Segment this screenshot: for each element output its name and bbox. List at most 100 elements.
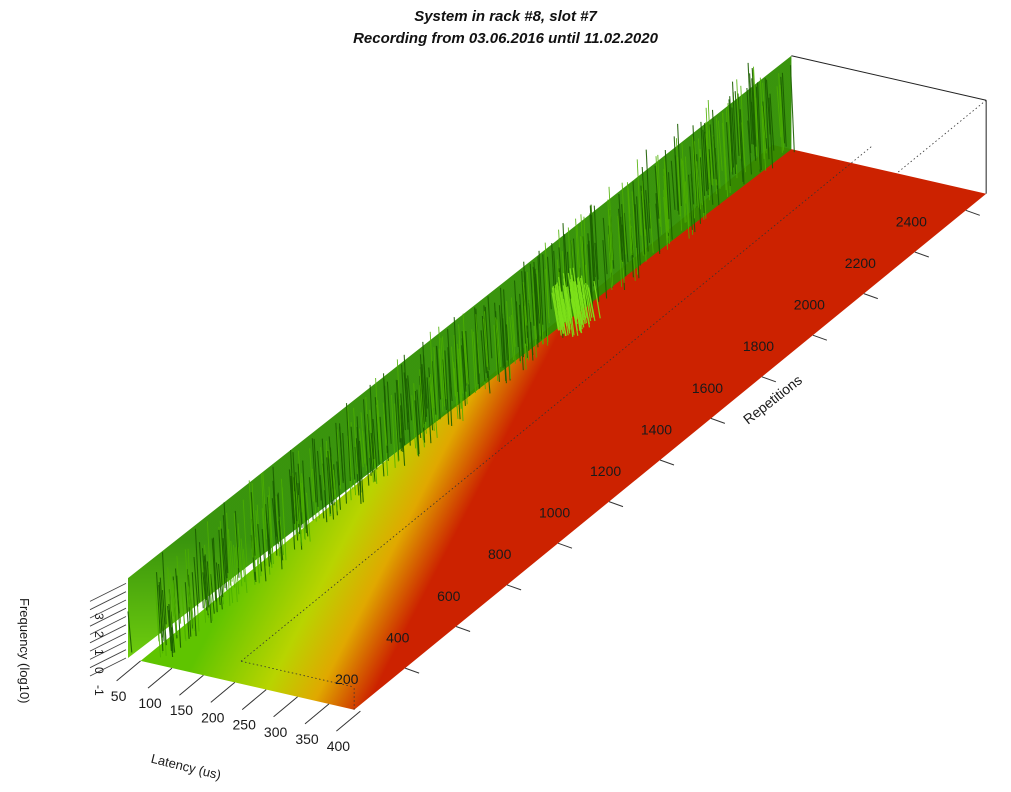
spike xyxy=(309,448,314,502)
spike xyxy=(383,414,389,476)
spike xyxy=(394,392,400,461)
spike xyxy=(401,364,406,431)
spike xyxy=(442,359,447,411)
spike xyxy=(705,133,711,201)
spike xyxy=(174,568,180,614)
spike xyxy=(297,450,303,513)
spike xyxy=(319,474,325,519)
spike xyxy=(590,214,596,278)
spike xyxy=(542,254,548,337)
spike xyxy=(292,452,298,522)
spike xyxy=(280,478,286,546)
spike xyxy=(255,510,261,583)
x-tick-label: 100 xyxy=(138,695,162,711)
z-tick-label: -1 xyxy=(92,685,106,696)
spike xyxy=(422,341,428,417)
spike xyxy=(370,432,376,482)
spike xyxy=(765,79,771,135)
spike xyxy=(572,267,581,315)
spike xyxy=(558,277,566,323)
z-tick-label: 0 xyxy=(92,667,106,674)
spike xyxy=(781,72,787,147)
spike xyxy=(396,359,402,439)
spike xyxy=(580,214,586,285)
spike xyxy=(234,510,240,578)
spike xyxy=(462,330,468,405)
spike xyxy=(335,422,341,486)
spike xyxy=(277,494,282,554)
spike xyxy=(435,345,441,420)
spike xyxy=(406,378,411,446)
spike xyxy=(362,430,367,471)
spike xyxy=(645,149,651,229)
spike xyxy=(533,261,539,327)
spike xyxy=(251,483,257,558)
y-tick xyxy=(710,417,726,424)
spike xyxy=(544,242,550,319)
spike xyxy=(749,73,754,145)
spike xyxy=(326,457,332,514)
spike xyxy=(680,158,686,223)
spike xyxy=(206,521,212,595)
spike xyxy=(193,557,199,607)
spike xyxy=(464,333,469,385)
spike xyxy=(181,596,187,642)
box-edge xyxy=(791,55,987,101)
spike xyxy=(206,561,212,623)
y-tick-label: 2000 xyxy=(794,297,825,313)
spike xyxy=(300,482,306,539)
y-tick-label: 1200 xyxy=(590,463,621,479)
y-tick-label: 600 xyxy=(437,588,461,604)
spike xyxy=(711,109,717,180)
x-tick-label: 300 xyxy=(264,724,288,740)
spike xyxy=(203,555,209,616)
spike xyxy=(422,355,428,409)
spike xyxy=(368,430,374,473)
spike xyxy=(471,329,477,393)
spike xyxy=(212,537,218,613)
spike xyxy=(487,296,493,359)
y-tick xyxy=(608,501,624,508)
spike xyxy=(636,196,641,266)
spike xyxy=(655,193,661,253)
z-tick xyxy=(89,632,127,652)
spike xyxy=(588,240,594,310)
spike xyxy=(681,160,687,223)
spike xyxy=(494,302,499,375)
spike xyxy=(576,284,585,321)
spike xyxy=(532,269,537,340)
z-tick xyxy=(89,607,127,627)
spike xyxy=(347,406,352,478)
spike xyxy=(673,136,679,211)
spike xyxy=(262,472,268,540)
spike xyxy=(511,314,516,364)
spike xyxy=(736,79,741,159)
spike xyxy=(574,281,582,333)
spike xyxy=(233,513,239,569)
spike xyxy=(562,285,571,331)
spike xyxy=(155,572,161,634)
spike xyxy=(375,377,380,450)
spike xyxy=(201,562,207,623)
spike xyxy=(426,377,432,444)
spike xyxy=(755,86,761,172)
spike xyxy=(233,544,238,603)
spike xyxy=(768,97,774,169)
spike xyxy=(675,138,681,217)
spike xyxy=(518,304,524,371)
spike xyxy=(607,199,613,273)
x-axis-label: Latency (us) xyxy=(150,751,223,783)
axis-box-back xyxy=(353,55,987,617)
spike xyxy=(731,107,737,175)
spike xyxy=(223,502,229,574)
spike xyxy=(498,305,504,368)
spike xyxy=(461,345,466,406)
spike xyxy=(215,562,221,606)
spike xyxy=(294,474,300,525)
spike xyxy=(702,129,708,192)
spike xyxy=(321,438,327,509)
spike xyxy=(255,537,260,584)
spike xyxy=(632,181,638,248)
spike xyxy=(587,233,593,303)
y-tick-label: 200 xyxy=(335,671,359,687)
